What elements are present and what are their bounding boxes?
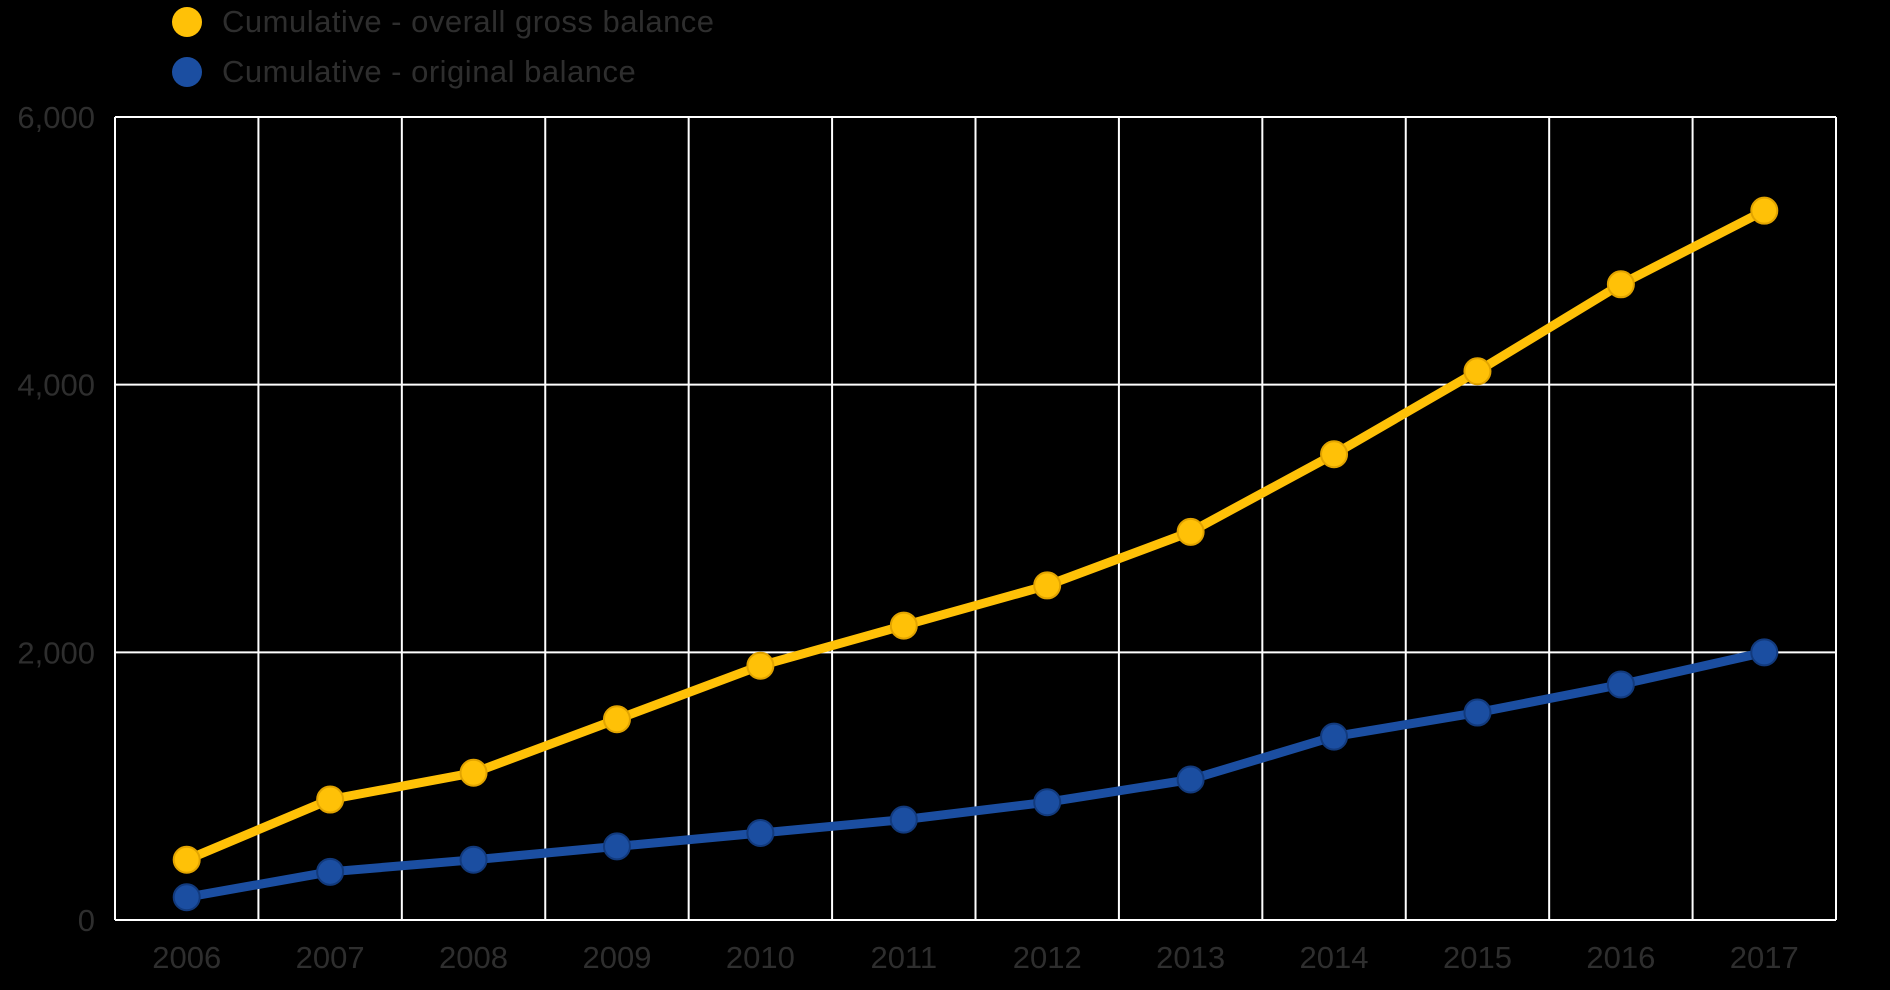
data-point-series-1 — [602, 832, 631, 861]
x-axis-tick-label: 2010 — [726, 940, 795, 975]
legend-label-series-0: Cumulative - overall gross balance — [222, 4, 715, 39]
data-point-series-1 — [1033, 788, 1062, 817]
data-point-series-0 — [1176, 517, 1205, 546]
x-axis-tick-label: 2006 — [152, 940, 221, 975]
x-axis-tick-label: 2013 — [1156, 940, 1225, 975]
data-point-series-1 — [172, 883, 201, 912]
data-point-series-0 — [1320, 440, 1349, 469]
data-point-series-0 — [746, 651, 775, 680]
x-axis-tick-label: 2017 — [1730, 940, 1799, 975]
x-axis-tick-label: 2015 — [1443, 940, 1512, 975]
data-point-series-1 — [1750, 638, 1779, 667]
x-axis-tick-label: 2009 — [582, 940, 651, 975]
legend-item-series-1: Cumulative - original balance — [172, 54, 715, 90]
data-point-series-1 — [316, 857, 345, 886]
y-axis-tick-label: 4,000 — [17, 368, 95, 403]
data-point-series-0 — [602, 705, 631, 734]
y-axis-tick-label: 6,000 — [17, 100, 95, 135]
x-axis-tick-label: 2016 — [1586, 940, 1655, 975]
y-axis-tick-label: 2,000 — [17, 635, 95, 670]
series-line-0 — [182, 206, 1769, 865]
x-axis-tick-label: 2007 — [296, 940, 365, 975]
data-point-series-1 — [1320, 722, 1349, 751]
data-point-series-0 — [1033, 571, 1062, 600]
chart-legend: Cumulative - overall gross balance Cumul… — [172, 4, 715, 90]
x-axis-tick-label: 2011 — [870, 940, 937, 975]
y-axis-tick-label: 0 — [78, 903, 95, 938]
x-axis-tick-label: 2014 — [1300, 940, 1369, 975]
data-point-series-1 — [459, 845, 488, 874]
data-point-series-1 — [1463, 698, 1492, 727]
data-point-series-1 — [746, 819, 775, 848]
series-line-1 — [182, 647, 1769, 902]
data-point-series-0 — [172, 845, 201, 874]
x-axis-tick-label: 2012 — [1013, 940, 1082, 975]
data-point-series-0 — [459, 758, 488, 787]
data-point-series-0 — [1463, 357, 1492, 386]
legend-marker-yellow-icon — [172, 7, 202, 37]
data-point-series-0 — [316, 785, 345, 814]
x-axis-tick-label: 2008 — [439, 940, 508, 975]
data-point-series-0 — [1750, 196, 1779, 225]
data-point-series-1 — [1606, 670, 1635, 699]
data-point-series-0 — [1606, 270, 1635, 299]
legend-label-series-1: Cumulative - original balance — [222, 54, 637, 89]
data-point-series-0 — [889, 611, 918, 640]
data-point-series-1 — [1176, 765, 1205, 794]
legend-marker-blue-icon — [172, 57, 202, 87]
data-point-series-1 — [889, 805, 918, 834]
legend-item-series-0: Cumulative - overall gross balance — [172, 4, 715, 40]
